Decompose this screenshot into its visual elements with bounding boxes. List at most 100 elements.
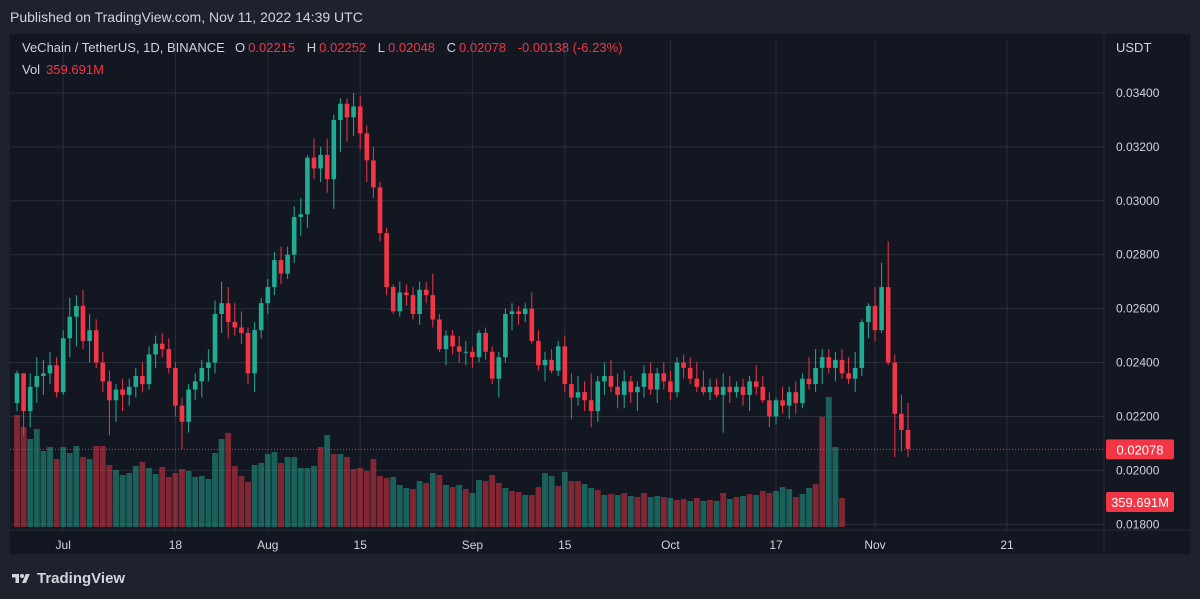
candle-body <box>569 384 574 398</box>
volume-bar <box>66 453 73 527</box>
candle-body <box>87 330 92 341</box>
candle-body <box>324 154 330 180</box>
volume-bar <box>106 465 113 527</box>
volume-bar <box>264 454 271 527</box>
volume-bar <box>660 497 667 527</box>
candle-body <box>285 254 290 274</box>
candle-body <box>872 305 878 331</box>
candle-body <box>80 305 86 341</box>
candle-body <box>107 381 112 401</box>
volume-bar <box>627 496 634 527</box>
volume-bar <box>654 496 661 527</box>
candle-body <box>206 362 211 368</box>
candle-body <box>489 351 495 379</box>
candle-body <box>430 295 436 320</box>
volume-label[interactable]: Vol <box>22 62 41 77</box>
volume-bar <box>20 427 27 527</box>
candle-body <box>179 405 185 422</box>
candle-body <box>443 335 449 350</box>
candle-body <box>800 378 805 403</box>
candle-body <box>740 386 746 395</box>
tradingview-branding[interactable]: TradingView <box>10 570 125 587</box>
date-tick-label: Aug <box>257 538 278 552</box>
candle-body <box>833 359 838 368</box>
candle-body <box>707 386 713 393</box>
date-tick-label: Jul <box>56 538 71 552</box>
candle-body <box>14 373 20 403</box>
volume-bar <box>528 495 535 527</box>
candle-body <box>60 338 66 393</box>
volume-bar <box>839 498 845 527</box>
symbol-name[interactable]: VeChain / TetherUS, 1D, BINANCE <box>22 40 225 55</box>
candle-body <box>351 106 356 118</box>
volume-bar <box>482 481 489 527</box>
volume-bar <box>172 473 179 527</box>
volume-bar <box>383 478 390 527</box>
candle-body <box>305 157 310 215</box>
volume-bar <box>73 446 80 527</box>
candle-body <box>27 386 33 412</box>
volume-bar <box>555 486 562 527</box>
price-tick-label: 0.02800 <box>1116 248 1160 262</box>
candle-body <box>687 367 693 379</box>
volume-bar <box>568 481 575 527</box>
price-tick-label: 0.03000 <box>1116 194 1160 208</box>
volume-bar <box>693 498 700 527</box>
candle-body <box>899 413 904 430</box>
candle-body <box>681 362 686 368</box>
volume-bar <box>396 485 403 527</box>
volume-bar <box>726 499 733 527</box>
candle-body <box>371 160 376 188</box>
volume-tag <box>1106 492 1174 512</box>
volume-bar <box>363 471 370 527</box>
volume-bar <box>740 496 746 527</box>
volume-bar <box>792 497 799 527</box>
low-value: 0.02048 <box>388 40 436 55</box>
tradingview-logo-icon <box>12 573 30 583</box>
candle-body <box>522 308 528 315</box>
candle-body <box>509 311 515 315</box>
candle-body <box>74 305 79 317</box>
volume-bar <box>33 429 40 527</box>
candle-body <box>503 314 508 358</box>
volume-bar <box>218 439 225 527</box>
chart-pane[interactable] <box>10 34 1190 554</box>
candle-body <box>905 429 911 449</box>
volume-bar <box>641 493 647 527</box>
volume-bar <box>561 472 568 527</box>
candle-body <box>536 340 541 366</box>
volume-bar <box>581 484 588 527</box>
candle-body <box>654 373 660 390</box>
volume-bar <box>311 466 317 527</box>
volume-bar <box>608 494 614 527</box>
volume-bar <box>812 484 819 527</box>
candle-body <box>476 332 482 358</box>
candle-body <box>456 346 462 352</box>
high-label: H <box>306 40 317 55</box>
candle-body <box>773 400 779 417</box>
change-value: -0.00138 (-6.23%) <box>517 40 623 55</box>
price-tick-label: 0.03400 <box>1116 86 1160 100</box>
date-tick-label: 15 <box>558 538 572 552</box>
candle-body <box>410 295 416 315</box>
volume-bar <box>621 493 628 527</box>
candle-body <box>628 381 634 393</box>
candle-body <box>866 305 871 323</box>
volume-bar <box>14 415 20 527</box>
last-price-tag-label: 0.02078 <box>1117 442 1164 457</box>
volume-bar <box>502 488 509 527</box>
candle-body <box>41 373 46 377</box>
volume-bar <box>594 490 601 527</box>
candle-body <box>529 308 535 341</box>
symbol-legend: VeChain / TetherUS, 1D, BINANCE O 0.02215… <box>22 40 630 55</box>
volume-bar <box>60 447 67 527</box>
price-tick-label: 0.02200 <box>1116 409 1160 423</box>
volume-value: 359.691M <box>46 62 104 77</box>
candle-body <box>212 314 218 363</box>
candle-body <box>562 346 568 385</box>
candle-body <box>298 214 304 217</box>
volume-bar <box>317 447 324 527</box>
volume-bar <box>113 470 119 527</box>
candle-body <box>549 359 554 371</box>
